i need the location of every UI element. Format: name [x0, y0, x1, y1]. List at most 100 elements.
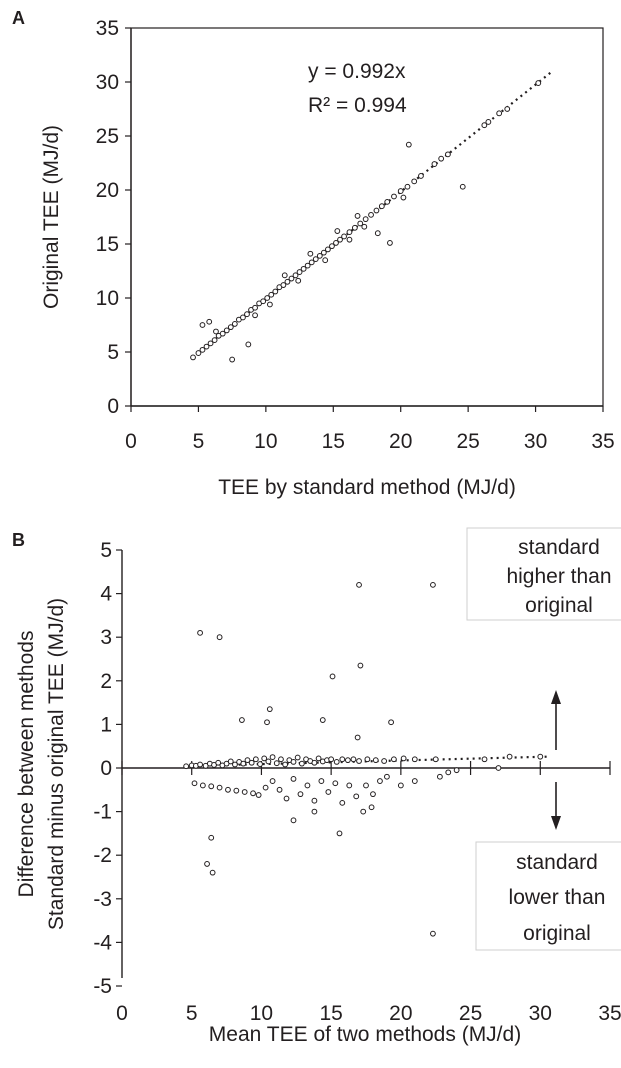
- y-tick-label-b: 1: [100, 713, 112, 736]
- data-point-a: [268, 291, 275, 298]
- data-point-a: [240, 314, 246, 321]
- x-tick-label-a: 5: [193, 430, 205, 453]
- data-point-a: [329, 243, 335, 250]
- data-point-a: [206, 318, 213, 325]
- data-point-b: [183, 763, 190, 770]
- data-point-a: [333, 240, 339, 246]
- data-point-a: [346, 229, 353, 236]
- data-point-b: [304, 782, 311, 789]
- data-point-b: [266, 706, 273, 713]
- svg-text:higher than: higher than: [506, 565, 611, 588]
- data-point-a: [264, 295, 271, 301]
- data-point-a: [219, 330, 226, 337]
- data-point-a: [252, 304, 258, 311]
- data-point-b: [283, 795, 290, 802]
- data-point-b: [208, 834, 215, 841]
- x-tick-label-b: 0: [116, 1002, 128, 1025]
- data-point-b: [411, 778, 418, 784]
- data-point-b: [269, 778, 276, 784]
- data-point-a: [354, 213, 361, 219]
- y-tick-label-b: 5: [100, 539, 112, 562]
- x-tick-label-a: 25: [456, 430, 479, 453]
- data-point-a: [252, 312, 258, 319]
- svg-text:original: original: [525, 594, 593, 617]
- data-point-a: [320, 249, 327, 256]
- data-point-b: [397, 782, 404, 789]
- y-axis-title-a: Original TEE (MJ/d): [40, 125, 63, 309]
- data-point-b: [290, 817, 297, 824]
- x-tick-label-b: 25: [459, 1002, 482, 1025]
- data-point-a: [312, 256, 319, 263]
- data-point-b: [388, 719, 394, 726]
- data-point-b: [227, 758, 234, 765]
- data-point-a: [351, 224, 358, 231]
- svg-text:lower than: lower than: [509, 886, 606, 909]
- data-point-b: [216, 784, 223, 791]
- data-point-a: [387, 240, 393, 246]
- data-point-a: [378, 203, 385, 210]
- data-point-a: [438, 155, 445, 162]
- data-point-b: [199, 782, 206, 789]
- data-point-a: [496, 110, 503, 117]
- data-point-b: [244, 757, 251, 764]
- data-point-b: [282, 761, 289, 768]
- y-tick-label-b: 0: [100, 757, 112, 780]
- x-axis-title-b: Mean TEE of two methods (MJ/d): [209, 1023, 521, 1046]
- x-axis-title-a: TEE by standard method (MJ/d): [218, 476, 516, 499]
- data-point-a: [459, 183, 466, 190]
- data-point-b: [350, 756, 357, 763]
- data-point-b: [430, 581, 436, 588]
- data-point-b: [400, 755, 407, 762]
- chart-a: A 0 5 10 15 20 25 30 35 0 5 10 15 20 25 30 35 y = 0.99…: [12, 8, 615, 499]
- data-point-b: [232, 761, 238, 768]
- data-point-b: [432, 756, 439, 763]
- data-point-b: [372, 757, 379, 764]
- panel-label-a: A: [12, 8, 25, 28]
- data-point-a: [361, 223, 368, 230]
- y-tick-label-a: 25: [96, 125, 119, 148]
- data-point-b: [318, 778, 325, 784]
- data-point-b: [262, 784, 269, 791]
- y-axis-title-b-line2: Standard minus original TEE (MJ/d): [45, 598, 68, 930]
- points-b: [183, 581, 544, 937]
- data-point-b: [252, 756, 259, 763]
- x-tick-label-b: 30: [529, 1002, 552, 1025]
- data-point-b: [354, 734, 361, 741]
- data-point-b: [273, 760, 280, 767]
- data-point-b: [265, 758, 272, 765]
- data-point-b: [255, 792, 262, 798]
- data-point-b: [377, 778, 383, 784]
- data-point-a: [337, 236, 343, 243]
- data-point-a: [199, 346, 206, 353]
- data-point-b: [430, 930, 436, 937]
- data-point-b: [290, 758, 297, 765]
- data-point-b: [506, 753, 513, 760]
- r-squared-label: R² = 0.994: [308, 94, 407, 117]
- up-arrow-icon: [551, 690, 561, 750]
- data-point-a: [346, 236, 353, 243]
- data-point-a: [362, 216, 369, 223]
- data-point-b: [215, 759, 222, 766]
- data-point-a: [324, 246, 331, 253]
- data-point-a: [411, 178, 418, 185]
- data-point-a: [322, 257, 329, 264]
- data-point-b: [360, 808, 367, 815]
- data-point-b: [332, 780, 339, 787]
- trendline-a: [191, 69, 554, 359]
- higher-annotation-box: standard higher than original: [466, 527, 621, 621]
- data-point-a: [485, 119, 492, 125]
- y-tick-label-b: -2: [93, 844, 112, 867]
- y-tick-label-b: -1: [93, 801, 112, 824]
- data-point-b: [336, 830, 343, 837]
- data-point-a: [260, 298, 267, 305]
- data-point-a: [405, 141, 412, 148]
- data-point-b: [240, 760, 247, 767]
- data-point-a: [535, 80, 542, 86]
- data-point-b: [356, 758, 362, 764]
- y-tick-label-a: 30: [96, 71, 119, 94]
- x-ticks-a: 0 5 10 15 20 25 30 35: [125, 406, 615, 453]
- data-point-b: [339, 756, 346, 763]
- equation-label: y = 0.992x: [308, 60, 406, 83]
- data-point-b: [269, 754, 276, 761]
- data-point-a: [316, 252, 323, 259]
